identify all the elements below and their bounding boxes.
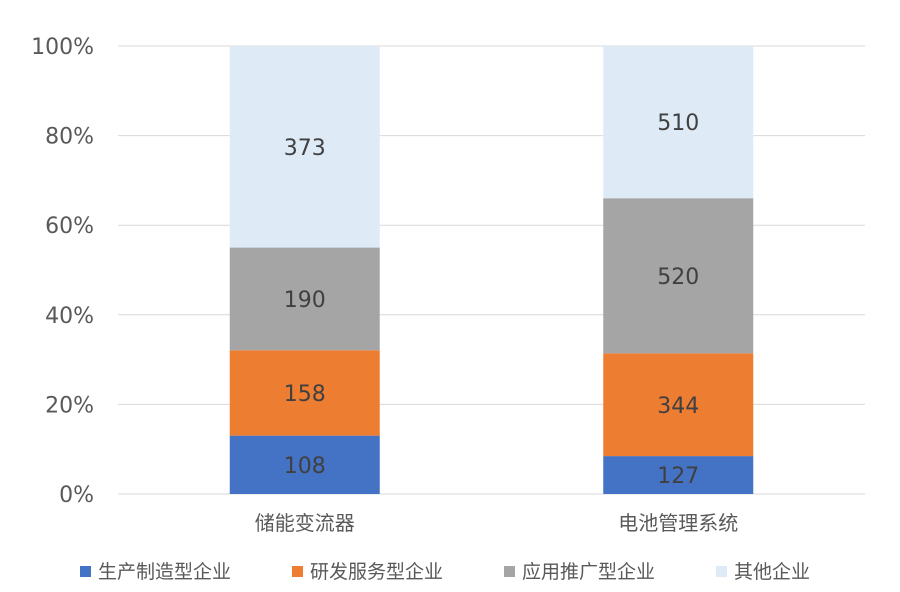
bar-segment	[229, 350, 380, 436]
legend: 生产制造型企业 研发服务型企业 应用推广型企业 其他企业	[80, 561, 810, 583]
y-tick-label: 0%	[59, 483, 94, 508]
legend-swatch	[504, 566, 515, 577]
data-label: 158	[284, 382, 326, 407]
legend-swatch	[80, 566, 91, 577]
legend-label: 应用推广型企业	[522, 561, 655, 583]
legend-label: 研发服务型企业	[310, 561, 443, 583]
y-tick-label: 100%	[31, 35, 94, 60]
legend-swatch	[292, 566, 303, 577]
data-label: 344	[657, 394, 699, 419]
x-category-label: 电池管理系统	[618, 511, 738, 535]
legend-label: 生产制造型企业	[98, 561, 231, 583]
x-axis-categories: 储能变流器 电池管理系统	[255, 511, 739, 535]
bar-segment	[603, 353, 754, 457]
bar-segment	[229, 435, 380, 494]
y-tick-label: 40%	[45, 304, 94, 329]
y-tick-label: 80%	[45, 125, 94, 150]
bar-segment	[603, 456, 754, 494]
bar-segment	[603, 198, 754, 354]
y-tick-label: 20%	[45, 393, 94, 418]
y-axis-ticks: 0% 20% 40% 60% 80% 100%	[31, 35, 94, 508]
legend-label: 其他企业	[734, 561, 810, 583]
data-label: 510	[657, 111, 699, 136]
bar-segment	[229, 46, 380, 248]
bar-segment	[603, 46, 754, 199]
y-tick-label: 60%	[45, 214, 94, 239]
bars: 108 158 190 373 127 344 520 510	[229, 46, 754, 494]
data-label: 127	[657, 464, 699, 489]
data-label: 190	[284, 288, 326, 313]
data-label: 520	[657, 265, 699, 290]
x-category-label: 储能变流器	[255, 511, 355, 535]
data-label: 108	[284, 454, 326, 479]
legend-swatch	[716, 566, 727, 577]
data-label: 373	[284, 136, 326, 161]
bar-segment	[229, 247, 380, 351]
